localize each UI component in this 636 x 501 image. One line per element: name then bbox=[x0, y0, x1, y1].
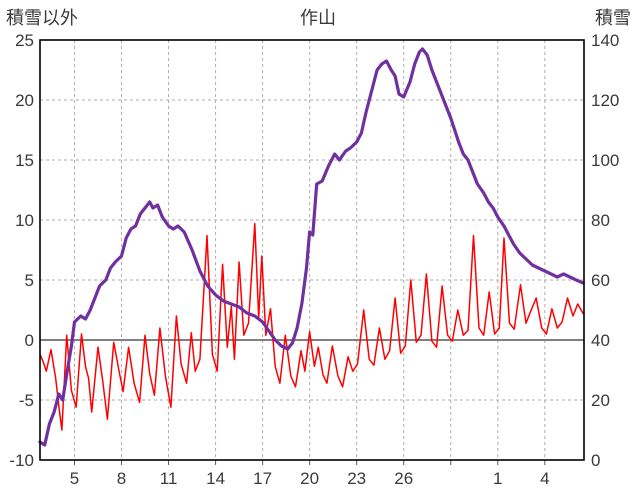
plot-border bbox=[39, 39, 585, 461]
left-tick-label: 25 bbox=[15, 31, 34, 50]
right-tick-label: 20 bbox=[591, 391, 610, 410]
non-snow-series-line bbox=[39, 222, 584, 431]
left-tick-label: 0 bbox=[25, 331, 34, 350]
x-tick-label: 5 bbox=[70, 469, 79, 488]
right-tick-label: 80 bbox=[591, 211, 610, 230]
x-tick-label: 11 bbox=[160, 469, 178, 488]
x-tick-label: 23 bbox=[347, 469, 366, 488]
x-tick-label: 14 bbox=[206, 469, 225, 488]
right-tick-label: 40 bbox=[591, 331, 610, 350]
right-axis-title: 積雪 bbox=[595, 8, 631, 28]
x-tick-label: 26 bbox=[394, 469, 413, 488]
snow-series-line bbox=[38, 47, 585, 447]
left-tick-label: 15 bbox=[15, 151, 34, 170]
left-tick-label: 20 bbox=[15, 91, 34, 110]
right-tick-label: 100 bbox=[591, 151, 619, 170]
right-tick-label: 60 bbox=[591, 271, 610, 290]
left-tick-label: -5 bbox=[19, 391, 34, 410]
x-tick-label: 20 bbox=[300, 469, 319, 488]
left-tick-label: 10 bbox=[15, 211, 34, 230]
x-tick-label: 4 bbox=[540, 469, 549, 488]
left-tick-label: -10 bbox=[9, 451, 34, 470]
x-tick-label: 1 bbox=[493, 469, 502, 488]
right-tick-label: 140 bbox=[591, 31, 619, 50]
right-tick-label: 120 bbox=[591, 91, 619, 110]
chart-title: 作山 bbox=[300, 8, 336, 28]
left-axis-title: 積雪以外 bbox=[6, 8, 78, 28]
x-tick-label: 8 bbox=[117, 469, 126, 488]
left-tick-label: 5 bbox=[25, 271, 34, 290]
right-tick-label: 0 bbox=[591, 451, 600, 470]
x-tick-label: 17 bbox=[253, 469, 272, 488]
